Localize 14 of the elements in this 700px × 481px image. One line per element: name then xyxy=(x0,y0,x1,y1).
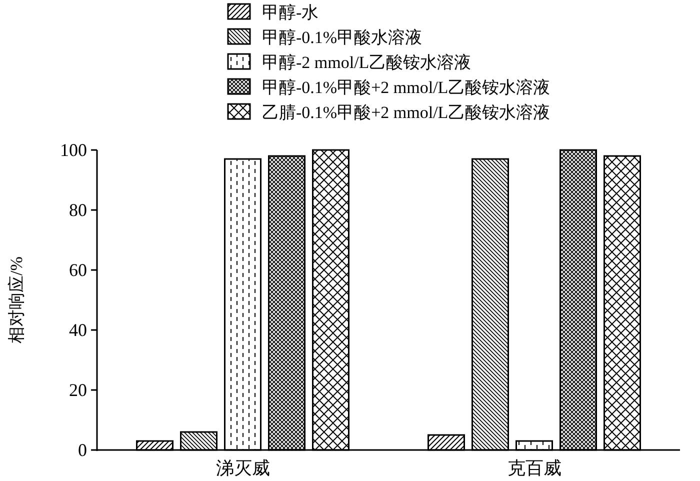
x-tick-label: 克百威 xyxy=(507,458,562,478)
y-axis-title: 相对响应/% xyxy=(7,256,26,344)
y-tick-label: 40 xyxy=(69,320,87,340)
x-tick-label: 涕灭威 xyxy=(216,458,270,478)
legend-label: 乙腈-0.1%甲酸+2 mmol/L乙酸铵水溶液 xyxy=(262,103,550,122)
y-tick-label: 60 xyxy=(69,260,87,280)
y-tick-label: 0 xyxy=(78,440,87,460)
y-tick-label: 100 xyxy=(60,140,87,160)
legend-label: 甲醇-0.1%甲酸水溶液 xyxy=(262,28,422,47)
legend-label: 甲醇-2 mmol/L乙酸铵水溶液 xyxy=(262,53,472,72)
y-tick-label: 80 xyxy=(69,200,87,220)
legend-label: 甲醇-0.1%甲酸+2 mmol/L乙酸铵水溶液 xyxy=(262,78,550,97)
legend-label: 甲醇-水 xyxy=(262,3,319,22)
y-tick-label: 20 xyxy=(69,380,87,400)
